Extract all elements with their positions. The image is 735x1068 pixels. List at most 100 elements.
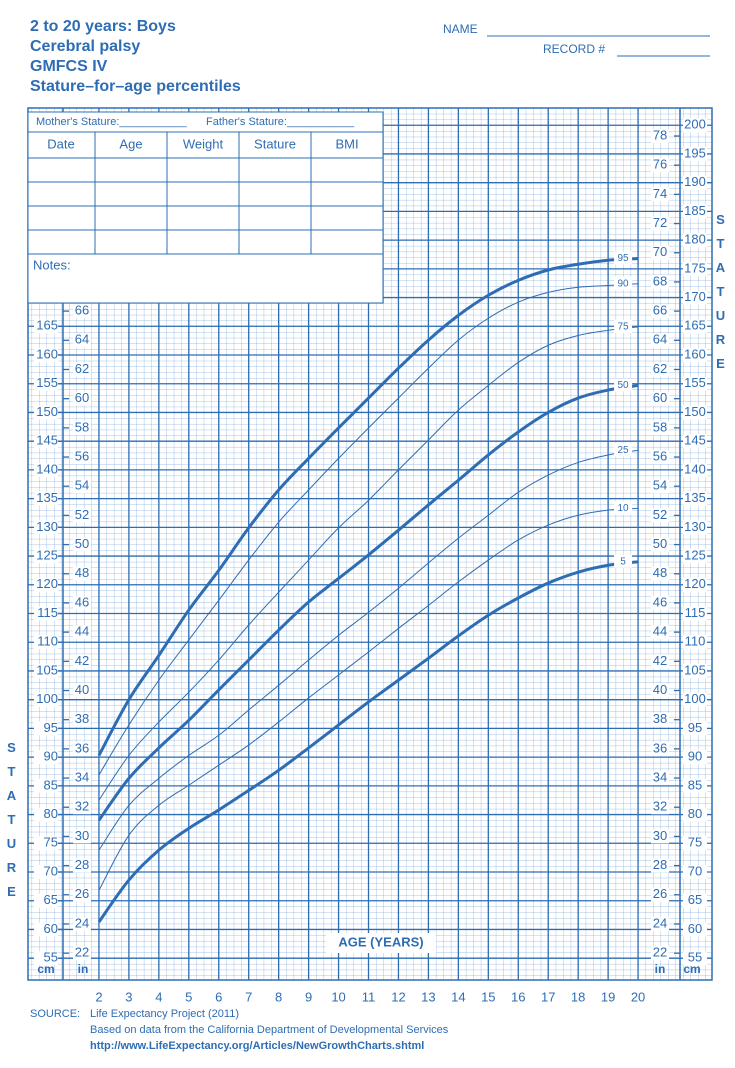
label-bg bbox=[73, 625, 91, 640]
label-bg bbox=[683, 146, 707, 161]
label-bg bbox=[34, 692, 58, 707]
title: 2 to 20 years: Boys bbox=[30, 18, 176, 35]
column-header: Age bbox=[119, 136, 142, 151]
label-bg bbox=[651, 391, 669, 406]
percentile-line bbox=[98, 326, 639, 801]
y-tick-label: 85 bbox=[688, 777, 702, 792]
label-bg bbox=[651, 537, 669, 552]
label-bg bbox=[651, 858, 669, 873]
y-tick-label: 85 bbox=[44, 777, 58, 792]
label-bg bbox=[683, 721, 707, 736]
mother-stature: Mother's Stature:___________ bbox=[36, 116, 188, 128]
y-tick-label: 130 bbox=[36, 519, 58, 534]
y-tick-label: 30 bbox=[653, 828, 667, 843]
y-tick-label: 26 bbox=[75, 886, 89, 901]
y-tick-label: 24 bbox=[75, 915, 89, 930]
label-bg bbox=[683, 405, 707, 420]
y-tick-label: 36 bbox=[75, 740, 89, 755]
y-tick-label: 48 bbox=[75, 565, 89, 580]
y-axis-label: STATURE bbox=[4, 740, 19, 908]
label-bg bbox=[34, 405, 58, 420]
x-tick-label: 12 bbox=[391, 989, 405, 1004]
column-header: Weight bbox=[183, 136, 224, 151]
x-tick-label: 16 bbox=[511, 989, 525, 1004]
label-bg bbox=[34, 836, 58, 851]
label-bg bbox=[651, 129, 669, 144]
y-tick-label: 120 bbox=[684, 576, 706, 591]
series-label: 90 bbox=[618, 278, 630, 289]
label-bg bbox=[73, 595, 91, 610]
label-bg bbox=[651, 800, 669, 815]
y-tick-label: 150 bbox=[36, 404, 58, 419]
column-header: Date bbox=[47, 136, 74, 151]
y-tick-label: 28 bbox=[653, 857, 667, 872]
label-bg bbox=[34, 319, 58, 334]
y-tick-label: 56 bbox=[75, 448, 89, 463]
y-tick-label: 60 bbox=[653, 390, 667, 405]
y-tick-label: 105 bbox=[684, 662, 706, 677]
y-tick-label: 74 bbox=[653, 186, 667, 201]
label-bg bbox=[651, 362, 669, 377]
label-bg bbox=[73, 479, 91, 494]
y-tick-label: 140 bbox=[684, 461, 706, 476]
x-axis-label: AGE (YEARS) bbox=[338, 934, 423, 949]
label-bg bbox=[683, 893, 707, 908]
label-bg bbox=[34, 462, 58, 477]
y-tick-label: 44 bbox=[653, 624, 667, 639]
label-bg bbox=[34, 577, 58, 592]
label-bg bbox=[34, 549, 58, 564]
label-bg bbox=[34, 922, 58, 937]
label-bg bbox=[683, 865, 707, 880]
y-tick-label: 110 bbox=[37, 634, 58, 649]
x-tick-label: 5 bbox=[185, 989, 192, 1004]
title: Stature–for–age percentiles bbox=[30, 78, 241, 95]
label-bg bbox=[683, 922, 707, 937]
percentile-line bbox=[98, 283, 639, 776]
label-bg bbox=[683, 951, 707, 966]
y-tick-label: 58 bbox=[75, 419, 89, 434]
y-tick-label: 52 bbox=[653, 507, 667, 522]
y-tick-label: 80 bbox=[688, 806, 702, 821]
source-line: http://www.LifeExpectancy.org/Articles/N… bbox=[90, 1040, 424, 1052]
label-bg bbox=[73, 304, 91, 319]
label-bg bbox=[651, 829, 669, 844]
x-tick-label: 20 bbox=[631, 989, 645, 1004]
label-bg bbox=[651, 304, 669, 319]
y-tick-label: 70 bbox=[44, 863, 58, 878]
y-unit: cm bbox=[683, 962, 700, 976]
label-bg bbox=[683, 290, 707, 305]
label-bg bbox=[73, 683, 91, 698]
label-bg bbox=[34, 721, 58, 736]
label-bg bbox=[683, 319, 707, 334]
y-tick-label: 32 bbox=[653, 799, 667, 814]
y-tick-label: 155 bbox=[36, 375, 58, 390]
y-tick-label: 75 bbox=[44, 835, 58, 850]
label-bg bbox=[34, 778, 58, 793]
label-bg bbox=[73, 333, 91, 348]
y-tick-label: 36 bbox=[653, 740, 667, 755]
y-tick-label: 62 bbox=[75, 361, 89, 376]
label-bg bbox=[651, 274, 669, 289]
y-tick-label: 22 bbox=[75, 945, 89, 960]
label-bg bbox=[651, 946, 669, 961]
x-tick-label: 9 bbox=[305, 989, 312, 1004]
y-tick-label: 165 bbox=[36, 318, 58, 333]
label-bg bbox=[651, 683, 669, 698]
label-bg bbox=[34, 893, 58, 908]
label-bg bbox=[683, 462, 707, 477]
y-tick-label: 32 bbox=[75, 799, 89, 814]
y-tick-label: 125 bbox=[36, 548, 58, 563]
x-tick-label: 11 bbox=[362, 989, 376, 1004]
label-bg bbox=[614, 443, 633, 457]
y-tick-label: 160 bbox=[36, 346, 58, 361]
y-tick-label: 120 bbox=[36, 576, 58, 591]
series-label: 75 bbox=[618, 322, 630, 333]
y-tick-label: 52 bbox=[75, 507, 89, 522]
y-tick-label: 55 bbox=[44, 950, 58, 965]
y-tick-label: 55 bbox=[688, 950, 702, 965]
series-label: 10 bbox=[618, 503, 630, 514]
y-tick-label: 64 bbox=[653, 332, 667, 347]
label-bg bbox=[683, 577, 707, 592]
label-bg bbox=[651, 887, 669, 902]
